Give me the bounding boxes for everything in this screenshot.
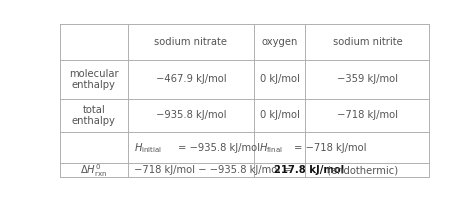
Text: $\mathit{H}_{\mathregular{final}}$: $\mathit{H}_{\mathregular{final}}$ [259, 141, 283, 154]
Text: 0 kJ/mol: 0 kJ/mol [259, 110, 299, 120]
Text: = −935.8 kJ/mol: = −935.8 kJ/mol [178, 143, 259, 153]
Text: $\Delta H^0_{\mathregular{rxn}}$: $\Delta H^0_{\mathregular{rxn}}$ [80, 162, 107, 179]
Text: −718 kJ/mol: −718 kJ/mol [336, 110, 397, 120]
Text: oxygen: oxygen [261, 37, 297, 47]
Text: total
enthalpy: total enthalpy [72, 105, 116, 126]
Text: (endothermic): (endothermic) [323, 165, 397, 175]
Text: −467.9 kJ/mol: −467.9 kJ/mol [155, 74, 226, 84]
Text: $\mathit{H}_{\mathregular{initial}}$: $\mathit{H}_{\mathregular{initial}}$ [133, 141, 161, 154]
Text: = −718 kJ/mol: = −718 kJ/mol [294, 143, 366, 153]
Text: −359 kJ/mol: −359 kJ/mol [336, 74, 397, 84]
Text: sodium nitrate: sodium nitrate [154, 37, 227, 47]
Text: sodium nitrite: sodium nitrite [332, 37, 401, 47]
Text: molecular
enthalpy: molecular enthalpy [69, 69, 119, 90]
Text: −935.8 kJ/mol: −935.8 kJ/mol [155, 110, 226, 120]
Text: −718 kJ/mol − −935.8 kJ/mol =: −718 kJ/mol − −935.8 kJ/mol = [133, 165, 294, 175]
Text: 217.8 kJ/mol: 217.8 kJ/mol [273, 165, 344, 175]
Text: 0 kJ/mol: 0 kJ/mol [259, 74, 299, 84]
